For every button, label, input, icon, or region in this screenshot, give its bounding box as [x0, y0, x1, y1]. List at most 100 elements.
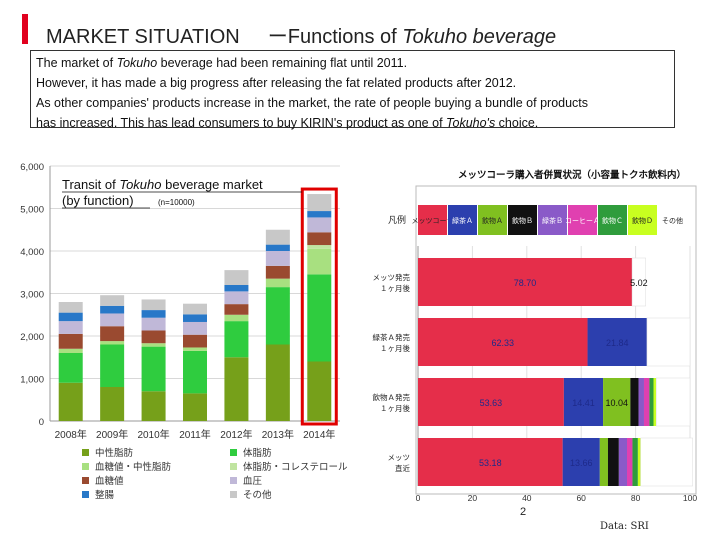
bar-segment — [418, 258, 633, 306]
bar-segment — [653, 378, 657, 426]
legend-swatch — [230, 477, 237, 484]
title-accent-bar — [22, 14, 28, 44]
legend-swatch — [418, 205, 447, 235]
bar-segment — [265, 287, 290, 345]
y-tick-label: 0 — [39, 417, 44, 428]
legend-label: 飲物Ａ — [482, 216, 503, 225]
bar-segment — [618, 438, 628, 486]
y-tick-label: 3,000 — [20, 290, 44, 301]
data-label: 53.63 — [480, 398, 503, 408]
legend-swatch — [508, 205, 537, 235]
summary-line-2: However, it has made a big progress afte… — [36, 76, 517, 90]
bar-segment — [224, 357, 249, 421]
bar-segment — [265, 344, 290, 421]
legend-swatch — [230, 449, 237, 456]
bar-segment — [649, 378, 654, 426]
bar-segment — [265, 244, 290, 251]
bar-segment — [100, 326, 125, 342]
bar-segment — [265, 229, 290, 245]
bar-segment — [637, 438, 641, 486]
bar-segment — [563, 378, 604, 426]
page-number: 2 — [520, 506, 527, 518]
legend-label: コーヒーＡ — [565, 217, 600, 225]
legend-label: その他 — [243, 489, 272, 501]
legend-swatch — [82, 463, 89, 470]
bar-segment — [630, 378, 639, 426]
chart-title-line-2: (by function) — [62, 193, 134, 208]
bar-segment — [141, 346, 166, 392]
x-tick-label: 2011年 — [179, 428, 211, 441]
legend-label: 体脂肪・コレステロール — [243, 461, 348, 473]
x-tick-label: 0 — [416, 493, 421, 503]
legend-swatch — [82, 491, 89, 498]
bar-segment — [183, 303, 207, 315]
x-tick-label: 2012年 — [220, 428, 252, 441]
bar-segment — [58, 302, 83, 313]
bar-segment — [307, 248, 332, 275]
legend-label: 整腸 — [95, 489, 115, 501]
bar-segment — [607, 438, 619, 486]
row-label: 緑茶Ａ発売 — [373, 332, 411, 342]
bar-segment — [183, 321, 207, 335]
bar-segment — [587, 318, 647, 366]
x-tick-label: 80 — [631, 493, 641, 503]
legend-title: 凡例 — [388, 214, 406, 225]
row-label: １ヶ月後 — [380, 403, 410, 413]
highlight-box — [300, 187, 338, 426]
legend-label: メッツコーラ — [412, 217, 454, 225]
bar-segment — [562, 438, 600, 486]
x-tick-label: 40 — [522, 493, 532, 503]
legend-label: 血糖値 — [95, 475, 124, 487]
row-label: 直近 — [395, 463, 410, 473]
x-tick-label: 2009年 — [96, 428, 128, 441]
bar-segment — [224, 291, 249, 305]
bar-segment — [631, 257, 646, 307]
legend-label: 飲物Ｃ — [602, 216, 623, 225]
legend-label: 血糖値・中性脂肪 — [95, 461, 172, 473]
bar-segment — [307, 232, 332, 246]
bar-segment — [643, 378, 650, 426]
x-tick-label: 20 — [468, 493, 478, 503]
y-tick-label: 5,000 — [20, 205, 44, 216]
bar-segment — [418, 318, 588, 366]
x-tick-label: 100 — [683, 493, 697, 503]
bar-segment — [100, 387, 125, 421]
bar-segment — [307, 245, 332, 249]
data-label: 21.84 — [606, 338, 629, 348]
bar-segment — [265, 251, 290, 266]
bar-segment — [603, 378, 631, 426]
bar-segment — [638, 378, 644, 426]
bar-segment — [183, 350, 207, 394]
legend-swatch — [598, 205, 627, 235]
title-main: MARKET SITUATION — [46, 26, 240, 48]
bar-segment — [265, 278, 290, 288]
legend-swatch — [538, 205, 567, 235]
legend-swatch — [230, 463, 237, 470]
row-label: １ヶ月後 — [380, 283, 410, 293]
legend-label: 緑茶Ｂ — [542, 216, 563, 225]
legend-swatch — [628, 205, 657, 235]
y-tick-label: 4,000 — [20, 247, 44, 258]
bar-segment — [100, 313, 125, 327]
y-tick-label: 1,000 — [20, 375, 44, 386]
bar-segment — [632, 438, 638, 486]
legend-label: その他 — [662, 216, 683, 225]
bar-segment — [58, 348, 83, 353]
x-tick-label: 2014年 — [303, 428, 335, 441]
data-label: 5.02 — [630, 278, 648, 288]
row-label: １ヶ月後 — [380, 343, 410, 353]
bar-segment — [141, 330, 166, 344]
bar-segment — [418, 438, 563, 486]
bar-segment — [58, 353, 83, 383]
bar-segment — [640, 437, 693, 487]
bar-segment — [58, 333, 83, 349]
chart-title: メッツコーラ購入者併買状況（小容量トクホ飲料内） — [458, 169, 686, 181]
legend-swatch — [568, 205, 597, 235]
bar-segment — [307, 211, 332, 218]
bar-segment — [141, 343, 166, 347]
data-label: 14.41 — [572, 398, 595, 408]
row-label: メッツ発売 — [373, 272, 411, 282]
bar-segment — [307, 361, 332, 421]
legend-swatch — [230, 491, 237, 498]
